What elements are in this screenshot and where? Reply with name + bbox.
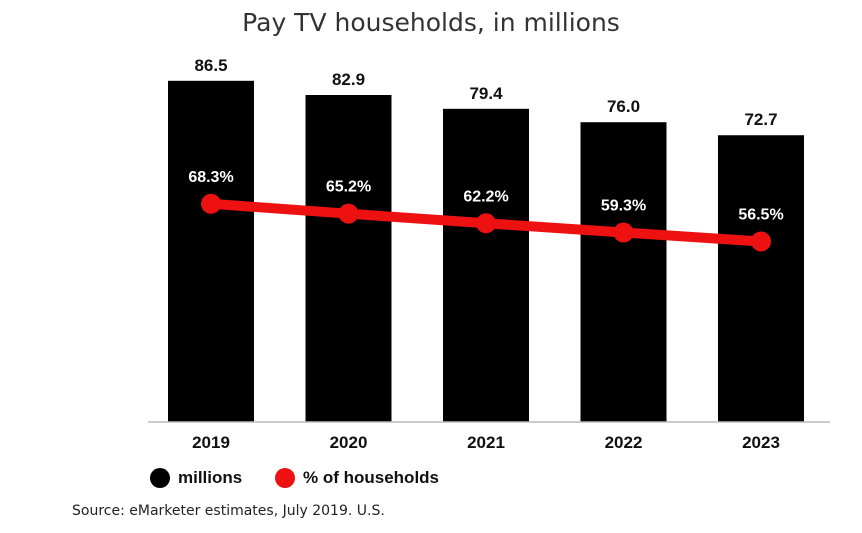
bar-label-2019: 86.5 [194, 56, 227, 75]
legend-swatch-households [275, 468, 295, 488]
bar-2020 [305, 95, 392, 422]
x-tick-2020: 2020 [330, 433, 368, 452]
source-note: Source: eMarketer estimates, July 2019. … [72, 503, 385, 519]
labels-layer: 86.5 2019 82.9 2020 79.4 2021 76.0 2022 72.7 2023… [188, 56, 783, 452]
x-tick-2019: 2019 [192, 433, 230, 452]
legend-item-households: % of households [275, 468, 439, 488]
line-point-2021 [476, 213, 496, 234]
line-label-2020: 65.2% [326, 179, 371, 196]
x-tick-2023: 2023 [742, 433, 780, 452]
bar-2019 [168, 80, 254, 423]
bar-2023 [718, 135, 804, 422]
line-label-2023: 56.5% [738, 206, 783, 223]
line-point-2019 [201, 193, 221, 214]
bar-label-2020: 82.9 [332, 70, 365, 89]
line-label-2022: 59.3% [601, 198, 646, 215]
legend-label-millions: millions [178, 468, 243, 487]
bar-2021 [443, 108, 529, 423]
x-tick-2022: 2022 [605, 433, 643, 452]
legend-item-millions: millions [150, 468, 242, 488]
line-layer [201, 193, 771, 252]
chart-title: Pay TV households, in millions [242, 8, 620, 37]
bar-2022 [580, 122, 667, 422]
line-point-2022 [613, 222, 634, 243]
line-label-2021: 62.2% [463, 188, 508, 205]
line-point-2020 [338, 203, 359, 224]
bar-label-2021: 79.4 [469, 84, 503, 103]
legend-swatch-millions [150, 468, 170, 488]
line-point-2023 [751, 231, 771, 252]
bars-layer [168, 80, 804, 423]
line-label-2019: 68.3% [188, 169, 233, 186]
legend-label-households: % of households [303, 468, 439, 487]
bar-label-2023: 72.7 [744, 110, 777, 129]
chart-canvas: 86.5 2019 82.9 2020 79.4 2021 76.0 2022 72.7 2023… [148, 56, 830, 452]
x-tick-2021: 2021 [467, 433, 505, 452]
bar-label-2022: 76.0 [607, 97, 640, 116]
